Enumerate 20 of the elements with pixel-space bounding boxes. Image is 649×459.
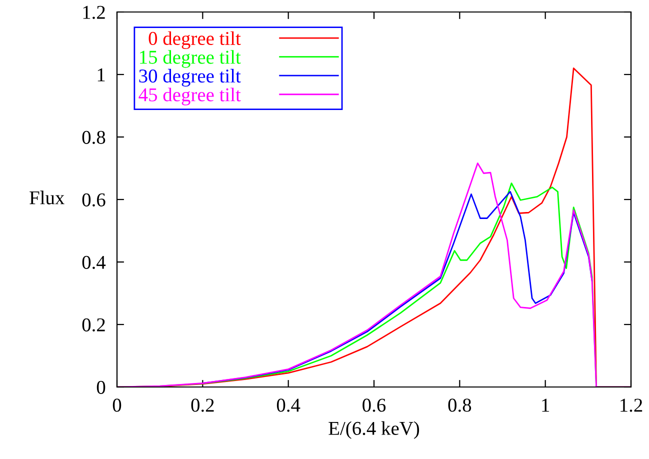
legend-label: 30 degree tilt <box>139 68 241 87</box>
x-tick-label: 0.8 <box>448 398 472 412</box>
x-axis-title: E/(6.4 keV) <box>328 421 420 439</box>
y-tick-label: 0.8 <box>82 130 106 144</box>
y-tick-label: 1.2 <box>83 6 105 20</box>
y-axis-title: Flux <box>30 190 64 204</box>
x-tick-label: 0.4 <box>276 398 300 412</box>
x-tick-label: 1.2 <box>620 398 642 412</box>
y-tick-label: 1 <box>98 68 105 82</box>
x-tick-label: 0.6 <box>362 398 386 412</box>
y-tick-label: 0.6 <box>82 193 106 207</box>
y-tick-label: 0 <box>96 380 106 394</box>
x-tick-label: 0.2 <box>191 398 214 412</box>
legend-label: 45 degree tilt <box>138 88 241 106</box>
x-tick-label: 1 <box>542 398 550 412</box>
y-tick-label: 0.2 <box>82 318 105 332</box>
legend-label: 15 degree tilt <box>140 50 241 68</box>
y-tick-label: 0.4 <box>82 256 106 270</box>
legend-label: 0 degree tilt <box>148 31 241 50</box>
x-tick-label: 0 <box>112 398 122 412</box>
